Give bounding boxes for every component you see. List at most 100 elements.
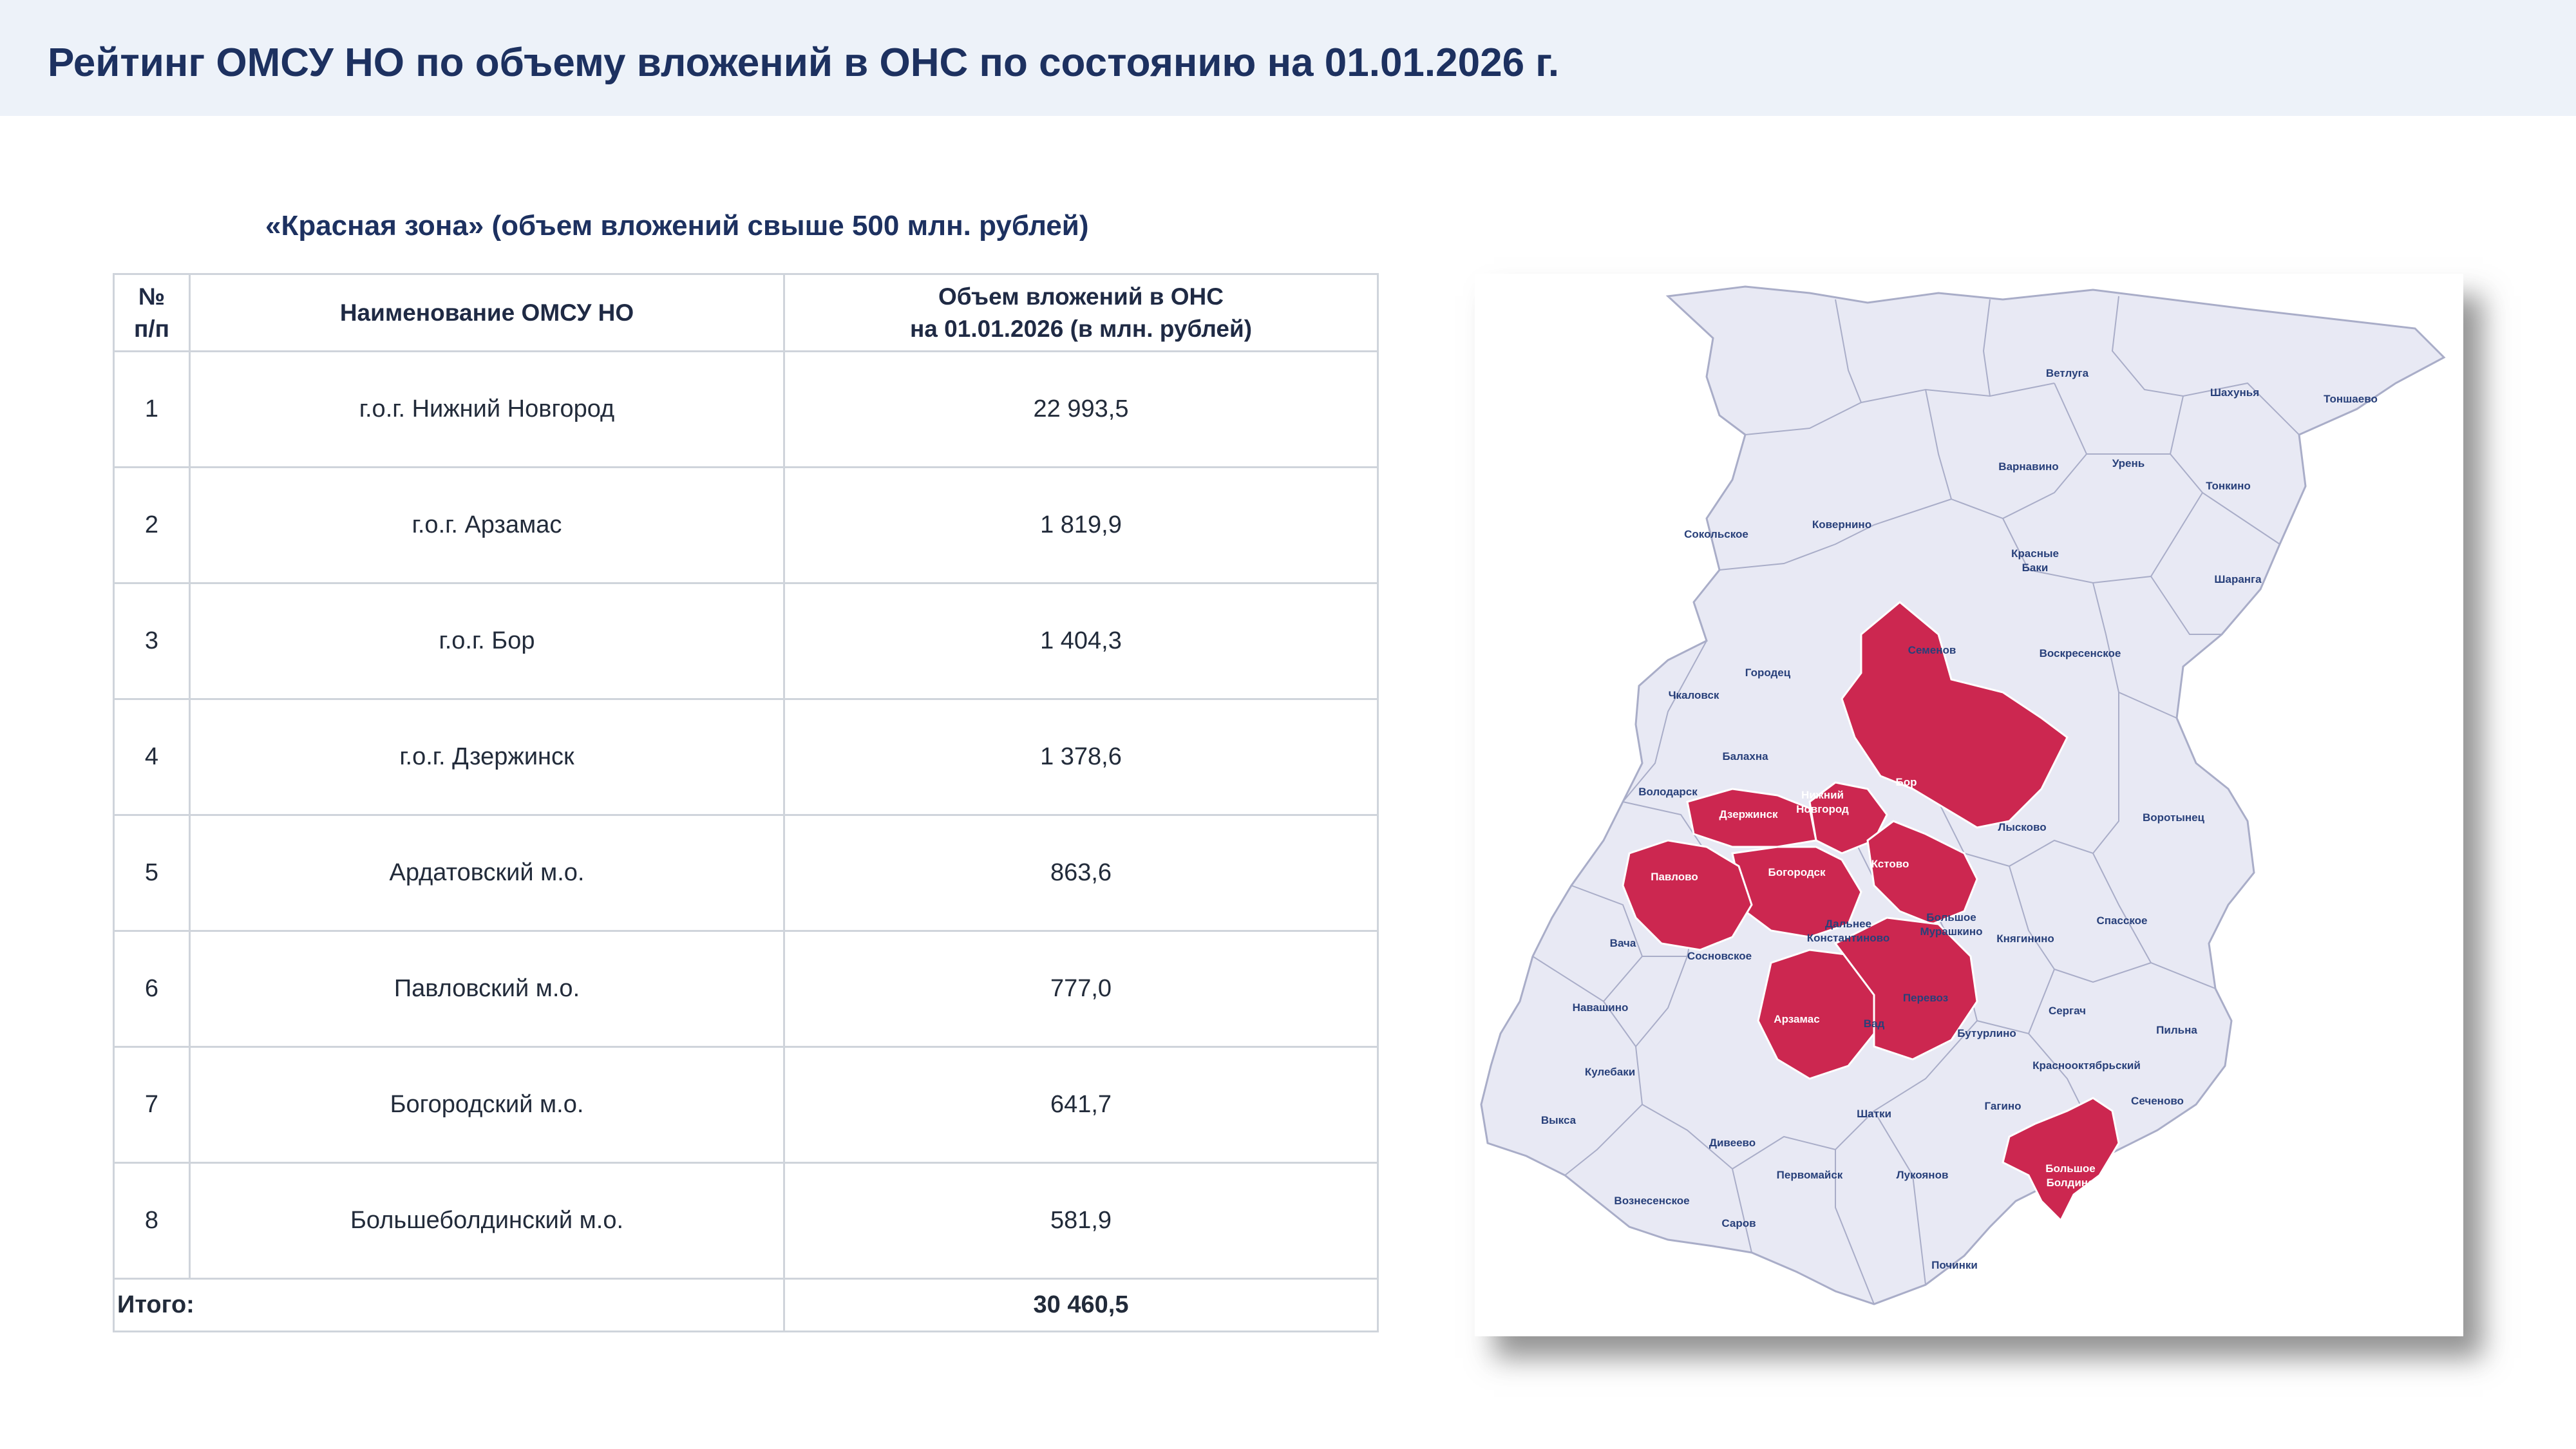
table-row: 8 Большеболдинский м.о. 581,9	[113, 1162, 1379, 1280]
table-row: 5 Ардатовский м.о. 863,6	[113, 814, 1379, 932]
map-label-vyksa: Выкса	[1541, 1114, 1577, 1126]
district-ardatov	[1757, 949, 1888, 1080]
district-dzerzhinsk	[1686, 788, 1817, 848]
map-label-dalnee-2: Константиново	[1807, 932, 1890, 944]
map-label-bolshoe-mur-1: Большое	[1926, 911, 1976, 923]
row-value: 1 378,6	[783, 698, 1379, 816]
table-row: 4 г.о.г. Дзержинск 1 378,6	[113, 698, 1379, 816]
table-row: 7 Богородский м.о. 641,7	[113, 1046, 1379, 1164]
map-label-kulebaki: Кулебаки	[1585, 1066, 1635, 1078]
rating-table: № п/п Наименование ОМСУ НО Объем вложени…	[113, 273, 1379, 1332]
map-label-uren: Урень	[2112, 457, 2145, 469]
row-value: 641,7	[783, 1046, 1379, 1164]
page-title: Рейтинг ОМСУ НО по объему вложений в ОНС…	[48, 41, 1560, 85]
row-value: 863,6	[783, 814, 1379, 932]
table-total-row: Итого: 30 460,5	[113, 1278, 1379, 1332]
map-label-dzerzhinsk: Дзержинск	[1719, 808, 1778, 820]
row-number: 4	[113, 698, 191, 816]
table-row: 6 Павловский м.о. 777,0	[113, 930, 1379, 1048]
map-label-sosnovskoe: Сосновское	[1687, 950, 1752, 962]
row-number: 5	[113, 814, 191, 932]
map-label-shatki: Шатки	[1857, 1108, 1891, 1120]
row-name: г.о.г. Арзамас	[189, 466, 785, 584]
column-header-number: № п/п	[113, 273, 191, 352]
map-label-pochinki: Починки	[1931, 1259, 1978, 1271]
map-label-pavlovo: Павлово	[1651, 871, 1698, 883]
table-row: 1 г.о.г. Нижний Новгород 22 993,5	[113, 350, 1379, 468]
map-label-chkalovsk: Чкаловск	[1669, 689, 1719, 701]
map-label-diveevo: Дивеево	[1709, 1137, 1756, 1149]
map-label-lyskovo: Лысково	[1998, 821, 2046, 833]
row-number: 7	[113, 1046, 191, 1164]
map-label-perevoz: Перевоз	[1903, 992, 1948, 1004]
district-arzamas	[1833, 916, 1978, 1061]
map-label-bolshoe-boldino-1: Большое	[2045, 1162, 2095, 1175]
row-number: 3	[113, 582, 191, 700]
map-label-vacha: Вача	[1610, 937, 1636, 949]
row-number: 1	[113, 350, 191, 468]
map-label-krasnye-baki-1: Красные	[2011, 547, 2059, 560]
total-label: Итого:	[113, 1278, 785, 1332]
map-label-knyaginino: Княгинино	[1996, 933, 2054, 945]
map-label-sergach: Сергач	[2049, 1005, 2086, 1017]
row-value: 777,0	[783, 930, 1379, 1048]
map-label-pervomaysk: Первомайск	[1777, 1169, 1843, 1181]
map-label-voskresenskoe: Воскресенское	[2040, 647, 2121, 659]
row-value: 1 404,3	[783, 582, 1379, 700]
map-labels: Ветлуга Шахунья Тоншаево Варнавино Урень Тонк…	[1541, 367, 2378, 1271]
map-label-navashino: Навашино	[1573, 1001, 1629, 1014]
map-label-semenov: Семенов	[1908, 644, 1956, 656]
map-label-sokolskoe: Сокольское	[1684, 528, 1748, 540]
row-name: г.о.г. Бор	[189, 582, 785, 700]
map-label-vetluga: Ветлуга	[2046, 367, 2089, 379]
column-header-value: Объем вложений в ОНС на 01.01.2026 (в мл…	[783, 273, 1379, 352]
row-name: г.о.г. Нижний Новгород	[189, 350, 785, 468]
table-caption: «Красная зона» (объем вложений свыше 500…	[265, 210, 1089, 242]
region-map: Ветлуга Шахунья Тоншаево Варнавино Урень Тонк…	[1475, 274, 2463, 1336]
column-header-value-line1: Объем вложений в ОНС	[938, 283, 1224, 310]
map-label-sechenovo: Сеченово	[2131, 1095, 2184, 1107]
map-label-krasnye-baki-2: Баки	[2022, 562, 2049, 574]
row-name: Большеболдинский м.о.	[189, 1162, 785, 1280]
table-row: 2 г.о.г. Арзамас 1 819,9	[113, 466, 1379, 584]
row-number: 8	[113, 1162, 191, 1280]
table-row: 3 г.о.г. Бор 1 404,3	[113, 582, 1379, 700]
map-label-pilna: Пильна	[2156, 1024, 2197, 1036]
row-number: 6	[113, 930, 191, 1048]
district-bor	[1841, 601, 2069, 829]
header-band	[0, 0, 2576, 116]
map-label-kovernino: Ковернино	[1812, 518, 1871, 531]
map-label-vorotynets: Воротынец	[2143, 811, 2205, 824]
map-label-bolshoe-boldino-2: Болдино	[2047, 1177, 2095, 1189]
district-pavlovo	[1622, 839, 1753, 951]
column-header-name: Наименование ОМСУ НО	[189, 273, 785, 352]
map-label-bor: Бор	[1896, 776, 1917, 788]
district-bolshoe-boldino	[2002, 1097, 2120, 1222]
district-kstovo	[1866, 820, 1978, 925]
row-value: 22 993,5	[783, 350, 1379, 468]
map-label-balakhna: Балахна	[1722, 750, 1768, 762]
map-label-nizhny-2: Новгород	[1796, 803, 1849, 815]
region-map-canvas: Ветлуга Шахунья Тоншаево Варнавино Урень Тонк…	[1480, 285, 2446, 1305]
row-value: 581,9	[783, 1162, 1379, 1280]
row-name: г.о.г. Дзержинск	[189, 698, 785, 816]
map-label-shakhunya: Шахунья	[2210, 386, 2259, 399]
row-name: Павловский м.о.	[189, 930, 785, 1048]
red-zone-districts	[1622, 601, 2120, 1222]
map-label-spasskoe: Спасское	[2096, 914, 2147, 927]
map-label-dalnee-1: Дальнее	[1825, 918, 1871, 930]
table-header-row: № п/п Наименование ОМСУ НО Объем вложени…	[113, 273, 1379, 352]
map-label-voznesenskoe: Вознесенское	[1614, 1195, 1689, 1207]
district-bogorodsk	[1731, 846, 1862, 938]
map-label-tonshaevo: Тоншаево	[2324, 393, 2378, 405]
map-label-gorodets: Городец	[1745, 667, 1791, 679]
row-number: 2	[113, 466, 191, 584]
map-label-vad: Вад	[1864, 1018, 1885, 1030]
map-label-gagino: Гагино	[1984, 1100, 2021, 1112]
map-label-krasnooktyabrsky: Краснооктябрьский	[2032, 1059, 2141, 1072]
map-label-tonkino: Тонкино	[2206, 480, 2251, 492]
map-label-bogorodsk: Богородск	[1768, 866, 1826, 878]
column-header-number-line2: п/п	[134, 315, 169, 342]
column-header-value-line2: на 01.01.2026 (в млн. рублей)	[909, 315, 1253, 342]
row-name: Ардатовский м.о.	[189, 814, 785, 932]
